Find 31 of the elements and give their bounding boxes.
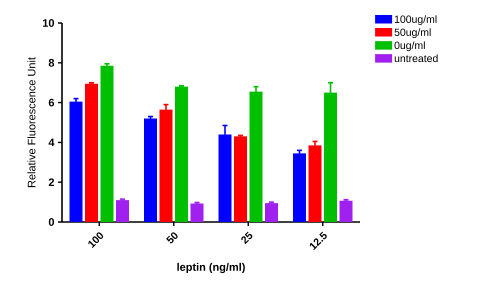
- legend-label: untreated: [394, 54, 438, 62]
- bar: [175, 86, 188, 222]
- bar: [324, 92, 337, 222]
- bar: [100, 66, 114, 222]
- bar: [293, 153, 306, 222]
- legend-label: 50ug/ml: [394, 28, 431, 38]
- bar: [160, 110, 172, 222]
- bar: [250, 92, 262, 222]
- y-tick-label: 10: [42, 19, 54, 27]
- y-tick-label: 8: [48, 58, 54, 67]
- x-tick-label: 25: [241, 232, 252, 244]
- legend-label: 100ug/ml: [394, 15, 436, 25]
- bar: [70, 102, 82, 222]
- bar: [85, 84, 98, 222]
- bar: [144, 118, 157, 222]
- y-tick-label: 0: [48, 218, 54, 226]
- x-axis-title: leptin (ng/ml): [177, 262, 245, 274]
- y-tick-label: 4: [48, 138, 54, 146]
- y-tick-label: 2: [48, 178, 54, 186]
- bar: [234, 136, 247, 222]
- y-tick-label: 6: [48, 98, 54, 106]
- x-tick-label: 100: [88, 232, 104, 248]
- bar: [116, 200, 129, 222]
- bar: [265, 203, 278, 222]
- legend-label: 0ug/ml: [394, 41, 425, 52]
- bar: [218, 134, 232, 222]
- x-tick-label: 50: [166, 232, 178, 244]
- bar: [190, 203, 204, 222]
- bar: [340, 200, 352, 222]
- bar: [308, 145, 322, 222]
- y-axis-title: Relative Fluorescence Unit: [27, 57, 36, 188]
